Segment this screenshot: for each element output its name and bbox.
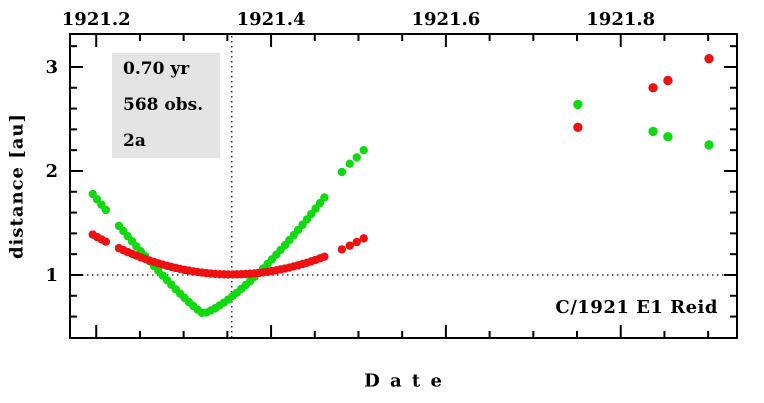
y-axis-title: distance [au] [6,112,28,260]
data-point [101,205,111,215]
plot-border [69,33,738,339]
reference-lines [72,36,736,337]
data-point [648,126,658,137]
y-tick-labels: 1 2 3 [45,57,58,286]
data-point [352,153,361,162]
data-point [359,145,368,155]
data-point [704,140,714,150]
data-point [648,83,658,93]
data-point [663,75,673,86]
data-point [320,193,329,202]
data-point [704,53,714,64]
data-point [573,122,583,132]
figure-id-label: 2a [123,131,146,151]
x-tick-label: 1921.8 [586,9,655,30]
data-point [663,131,673,142]
data-point [320,252,329,261]
x-tick-label: 1921.4 [237,9,306,30]
x-tick-labels: 1921.2 1921.4 1921.6 1921.8 [62,9,655,30]
data-point [101,237,111,246]
y-tick-label: 3 [45,57,58,78]
series-red-points [88,53,714,279]
data-point [345,241,354,250]
object-name-label: C/1921 E1 Reid [555,297,718,318]
x-tick-label: 1921.6 [411,9,480,30]
data-point [359,234,368,243]
y-tick-label: 2 [45,161,58,182]
obs-count-label: 568 obs. [123,95,204,115]
data-point [352,237,361,247]
x-tick-label: 1921.2 [62,9,131,30]
data-point [337,245,347,254]
series-green-points [88,99,714,318]
arc-length-label: 0.70 yr [123,59,190,79]
y-tick-label: 1 [45,265,58,286]
axis-ticks [71,35,736,337]
data-point [573,99,583,110]
x-axis-title: D a t e [364,370,444,392]
data-point [345,159,354,168]
stats-box: 0.70 yr 568 obs. 2a [112,53,220,158]
data-point [337,167,347,177]
